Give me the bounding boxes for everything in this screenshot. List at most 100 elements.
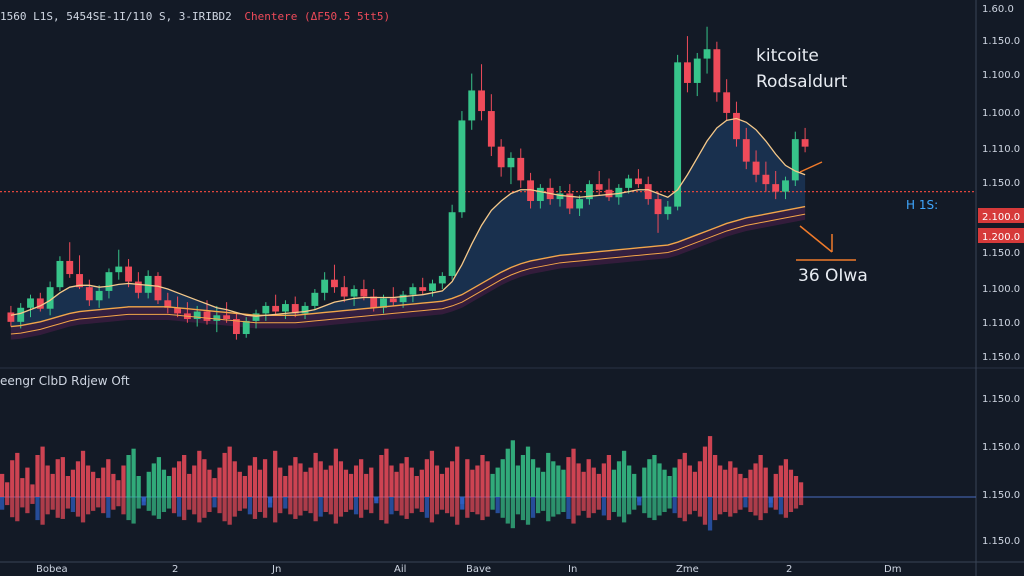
y-axis-tick-label: 1.100.0 bbox=[982, 108, 1020, 119]
level-annotation: H 1S: bbox=[906, 198, 939, 212]
indicator-bar-negative bbox=[15, 497, 20, 522]
indicator-bar-negative bbox=[566, 497, 571, 519]
indicator-bar bbox=[399, 463, 404, 497]
candle-body bbox=[154, 275, 162, 301]
indicator-bar-negative bbox=[298, 497, 303, 516]
indicator-bar-negative bbox=[262, 497, 268, 518]
candle-body bbox=[733, 112, 740, 140]
candle-body bbox=[438, 275, 446, 284]
indicator-y-tick-label: 1.150.0 bbox=[982, 536, 1020, 547]
candle-body bbox=[164, 300, 172, 308]
candle-body bbox=[772, 184, 780, 192]
candle-body bbox=[654, 199, 662, 215]
indicator-bar-negative bbox=[247, 497, 253, 515]
indicator-bar-negative bbox=[343, 497, 349, 513]
indicator-bar-negative bbox=[586, 497, 591, 518]
indicator-bar bbox=[126, 455, 131, 497]
indicator-bar bbox=[212, 478, 217, 497]
indicator-bar bbox=[121, 465, 126, 497]
indicator-bar bbox=[662, 469, 667, 497]
indicator-bar-negative bbox=[581, 497, 586, 511]
indicator-bar-negative bbox=[530, 497, 536, 518]
indicator-bar-negative bbox=[288, 497, 293, 515]
indicator-bar bbox=[278, 467, 283, 497]
indicator-bar bbox=[712, 455, 718, 497]
candle-body bbox=[125, 266, 132, 282]
candle-body bbox=[144, 275, 152, 293]
candle-body bbox=[723, 92, 731, 113]
indicator-bar bbox=[743, 478, 748, 497]
indicator-bar-negative bbox=[743, 497, 748, 508]
indicator-bar-negative bbox=[662, 497, 667, 513]
candle-body bbox=[350, 289, 358, 297]
indicator-bar bbox=[348, 473, 354, 497]
indicator-bar-negative bbox=[192, 497, 197, 515]
indicator-bar bbox=[303, 471, 308, 497]
indicator-bar bbox=[773, 473, 778, 497]
y-axis-tick-label: 1.150.0 bbox=[982, 178, 1020, 189]
indicator-bar-negative bbox=[697, 497, 703, 517]
indicator-bar-negative bbox=[141, 497, 146, 502]
indicator-bar-negative bbox=[571, 497, 576, 524]
indicator-bar-negative bbox=[470, 497, 475, 513]
candle-body bbox=[458, 120, 466, 213]
x-axis-tick-label: Jn bbox=[271, 564, 281, 575]
indicator-bar bbox=[793, 476, 799, 497]
indicator-bar bbox=[627, 465, 632, 497]
indicator-bar bbox=[677, 459, 682, 497]
indicator-bar-negative bbox=[687, 497, 692, 515]
candle-body bbox=[448, 212, 456, 276]
candle-body bbox=[625, 178, 633, 188]
indicator-bar bbox=[85, 465, 91, 497]
indicator-bar-negative bbox=[556, 497, 561, 515]
indicator-bar-negative bbox=[429, 497, 435, 523]
indicator-bar bbox=[798, 482, 804, 497]
indicator-bar bbox=[202, 459, 207, 497]
indicator-bar bbox=[530, 459, 536, 497]
indicator-bar-negative bbox=[237, 497, 242, 511]
y-axis-tick-label: 1.200.0 bbox=[982, 232, 1020, 243]
candle-body bbox=[517, 157, 525, 181]
indicator-bar-negative bbox=[353, 497, 359, 515]
indicator-bar-negative bbox=[308, 497, 313, 514]
indicator-bar bbox=[778, 465, 783, 497]
indicator-bar bbox=[60, 457, 65, 497]
indicator-bar-negative bbox=[439, 497, 445, 510]
candle-body bbox=[468, 90, 476, 121]
annotation-top-1: kitcoite bbox=[756, 46, 819, 66]
candle-body bbox=[203, 311, 211, 321]
indicator-bar-negative bbox=[25, 497, 30, 514]
indicator-bar bbox=[707, 436, 713, 497]
indicator-bar bbox=[611, 469, 617, 497]
indicator-bar-negative bbox=[450, 497, 455, 517]
indicator-bar bbox=[30, 484, 35, 497]
candle-body bbox=[321, 279, 329, 293]
indicator-bar-negative bbox=[202, 497, 207, 518]
indicator-bar-negative bbox=[500, 497, 505, 518]
indicator-bar-negative bbox=[131, 497, 136, 524]
indicator-bar-negative bbox=[364, 497, 369, 510]
indicator-bar-negative bbox=[35, 497, 40, 521]
candle-body bbox=[497, 146, 505, 168]
indicator-bar-negative bbox=[70, 497, 76, 513]
indicator-bar bbox=[323, 469, 328, 497]
indicator-bar bbox=[763, 467, 768, 497]
candle-body bbox=[693, 58, 701, 83]
x-axis-tick-label: Dm bbox=[884, 564, 901, 575]
indicator-bar bbox=[232, 461, 237, 497]
indicator-bar bbox=[525, 446, 531, 497]
indicator-bar-negative bbox=[389, 497, 394, 515]
indicator-bar bbox=[647, 459, 652, 497]
indicator-bar-negative bbox=[394, 497, 399, 511]
chart-header: 1560 L1S, 5454SE-1I/110 S, 3-IRIBD2 Chen… bbox=[0, 10, 390, 23]
indicator-bar bbox=[682, 452, 687, 497]
indicator-bar-negative bbox=[323, 497, 328, 513]
indicator-bar bbox=[313, 452, 318, 497]
candle-body bbox=[36, 298, 44, 309]
indicator-bar bbox=[20, 478, 25, 497]
indicator-bar bbox=[353, 465, 359, 497]
x-axis-tick-label: Bobea bbox=[36, 564, 68, 575]
indicator-bar bbox=[156, 457, 162, 497]
indicator-bar bbox=[343, 469, 349, 497]
